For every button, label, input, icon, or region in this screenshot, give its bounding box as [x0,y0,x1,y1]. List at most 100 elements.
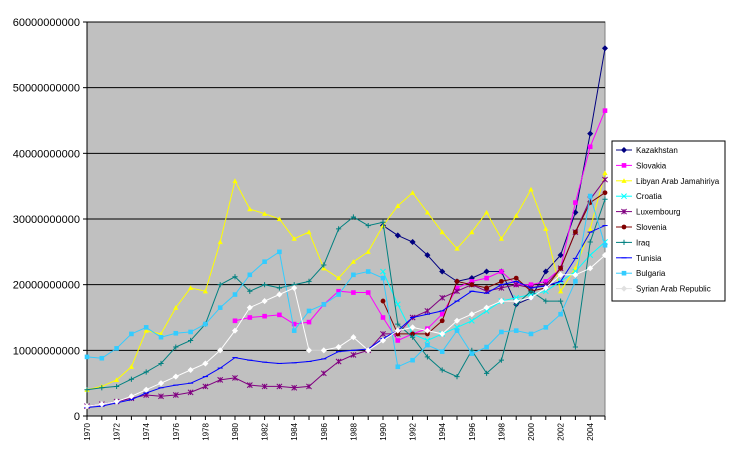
legend-label: Libyan Arab Jamahiriya [636,177,720,186]
x-tick-label: 1992 [409,422,418,440]
legend-label: Slovenia [636,223,667,232]
data-point [276,291,283,298]
data-point [335,344,342,351]
data-point [439,318,445,324]
data-point [395,203,401,208]
data-point [114,383,120,390]
data-point [173,305,179,310]
data-point [321,265,327,271]
data-point [217,347,224,354]
series-6 [84,196,608,393]
data-point [114,346,119,351]
data-point [513,328,519,333]
data-point [336,226,342,232]
legend-item: Croatia [616,192,662,201]
data-point [587,265,594,272]
y-tick-label: 40000000000 [13,148,80,160]
data-point [217,305,223,310]
data-point [620,146,628,154]
legend-item: Libyan Arab Jamahiriya [616,177,720,186]
series-line [86,179,606,407]
data-point [558,298,564,304]
data-point [336,288,341,294]
data-point [291,384,298,391]
data-point [439,311,445,317]
legend-label: Iraq [636,238,650,247]
data-point [528,282,534,287]
series-line [86,199,606,391]
data-point [247,272,253,278]
data-point [113,398,120,405]
data-point [114,377,120,382]
data-point [231,327,239,334]
data-point [454,288,460,295]
data-point [365,269,371,274]
data-point [129,331,134,337]
data-point [483,307,490,314]
data-point [365,290,371,295]
data-point [99,385,105,391]
data-point [542,284,549,291]
data-point [469,282,475,288]
data-point [143,328,149,333]
data-point [621,163,627,168]
data-point [499,278,504,284]
data-point [602,108,608,113]
legend-label: Kazakhstan [636,146,678,155]
data-point [128,376,134,382]
data-point [601,45,609,52]
data-point [483,268,490,275]
y-tick-label: 60000000000 [13,17,80,29]
data-point [528,331,534,337]
data-point [321,262,327,268]
legend-label: Tunisia [636,254,662,263]
data-point [469,279,475,284]
data-point [621,224,627,230]
legend-item: Syrian Arab Republic [616,285,711,294]
data-point [262,313,267,319]
data-point [262,211,268,216]
data-point [350,214,356,220]
x-tick-label: 2000 [527,422,536,440]
data-point [484,275,489,281]
data-point [276,285,282,291]
data-point [247,315,253,320]
series-line [382,241,606,342]
x-tick-label: 1998 [497,422,506,440]
data-point [454,328,460,333]
data-point [172,373,179,380]
data-point [320,347,327,354]
data-point [158,360,164,367]
data-point [232,318,238,324]
data-point [453,317,461,324]
data-point [499,269,504,274]
data-point [98,401,105,408]
data-point [394,232,401,239]
legend-item: Bulgaria [616,269,666,278]
legend-label: Syrian Arab Republic [636,285,711,294]
data-point [557,252,564,259]
data-point [336,275,342,281]
data-point [247,288,253,294]
data-point [410,331,415,337]
data-point [306,383,312,390]
x-tick-label: 2002 [557,422,566,440]
data-point [188,285,194,291]
data-point [602,242,608,248]
data-point [291,284,298,291]
data-point [158,334,164,340]
data-point [558,311,563,317]
x-tick-label: 1976 [172,422,181,440]
x-tick-label: 1980 [231,422,240,440]
data-point [380,275,386,281]
series-9 [83,252,609,410]
data-point [158,393,164,400]
data-point [439,294,446,301]
data-point [261,298,268,305]
series-2 [84,170,608,392]
data-point [587,239,593,245]
data-point [543,325,549,330]
x-tick-label: 1974 [142,422,151,440]
data-point [454,374,460,380]
data-point [543,279,549,284]
